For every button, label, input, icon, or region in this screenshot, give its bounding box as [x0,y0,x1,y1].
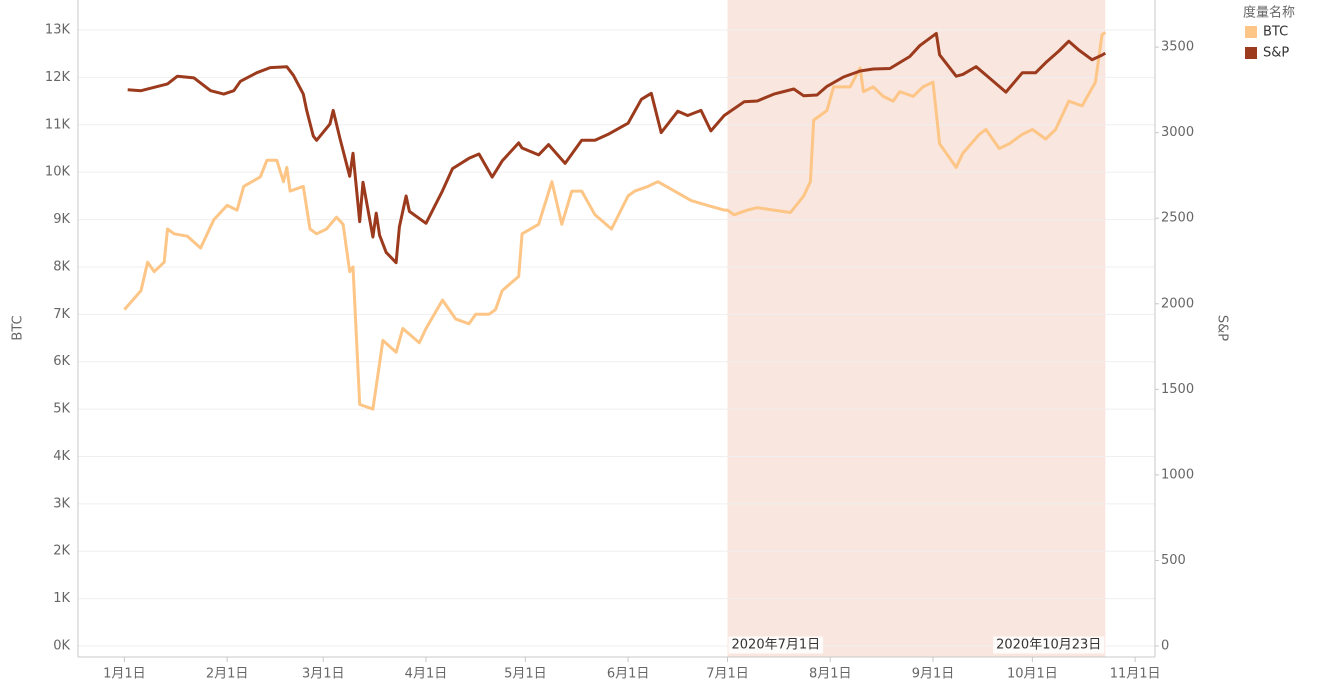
legend-label: S&P [1263,46,1289,61]
legend-title: 度量名称 [1243,5,1295,21]
y-tick-label: 9K [53,212,70,227]
highlight-label-bg [993,636,1105,654]
x-tick-label: 5月1日 [504,667,547,682]
y-tick-label: 13K [45,23,71,38]
highlight-label: 2020年7月1日 [732,638,821,653]
y-axis-title: BTC [11,315,26,340]
y-tick-label: 4K [53,449,70,464]
x-tick-label: 4月1日 [405,667,448,682]
highlight-label-bg [728,636,824,654]
y-tick-label: 5K [53,402,70,417]
y-tick-label: 0K [53,639,70,654]
x-tick-label: 10月1日 [1007,667,1058,682]
y2-axis-title: S&P [1215,315,1230,341]
y-tick-label: 10K [45,165,71,180]
highlight-label: 2020年10月23日 [996,638,1101,653]
y2-tick-label: 2500 [1161,211,1194,226]
data-line [127,31,1107,265]
y-tick-label: 7K [53,307,70,322]
x-tick-label: 9月1日 [912,667,955,682]
y2-tick-label: 1000 [1161,467,1194,482]
data-line [123,31,1107,411]
x-tick-label: 7月1日 [706,667,749,682]
y-tick-label: 6K [53,354,70,369]
y-tick-label: 3K [53,496,70,511]
y-tick-label: 8K [53,259,70,274]
x-tick-label: 3月1日 [302,667,345,682]
x-tick-label: 6月1日 [607,667,650,682]
y-tick-label: 11K [45,117,71,132]
highlight-band [727,0,1106,657]
plot-area [78,0,1155,657]
x-tick-label: 1月1日 [103,667,146,682]
legend-label: BTC [1263,25,1288,40]
y-tick-label: 12K [45,70,71,85]
y2-tick-label: 3000 [1161,125,1194,140]
x-tick-label: 11月1日 [1110,667,1161,682]
x-tick-label: 8月1日 [809,667,852,682]
y2-tick-label: 500 [1161,553,1186,568]
y2-tick-label: 3500 [1161,40,1194,55]
y2-tick-label: 1500 [1161,382,1194,397]
x-tick-label: 2月1日 [206,667,249,682]
y-tick-label: 2K [53,544,70,559]
y2-tick-label: 2000 [1161,296,1194,311]
y-tick-label: 1K [53,591,70,606]
legend-swatch [1245,47,1257,59]
legend-swatch [1245,26,1257,38]
y2-tick-label: 0 [1161,639,1169,654]
